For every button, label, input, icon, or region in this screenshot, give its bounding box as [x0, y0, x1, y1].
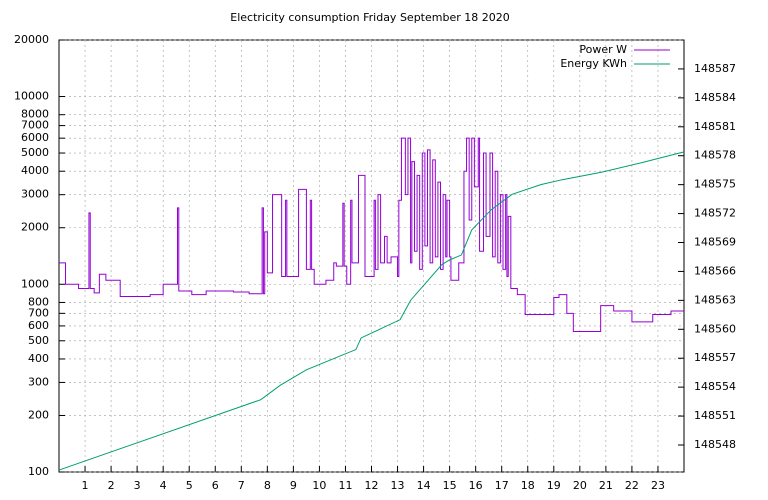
- y-tick-label: 6000: [21, 131, 49, 144]
- y2-tick-label: 148584: [694, 91, 736, 104]
- series-line: [59, 137, 684, 333]
- y2-tick-label: 148548: [694, 438, 736, 451]
- y2-tick-label: 148554: [694, 380, 736, 393]
- series-line: [58, 151, 685, 471]
- y-tick-label: 10000: [14, 90, 49, 103]
- x-tick-label: 6: [212, 479, 219, 492]
- y2-tick-label: 148569: [694, 236, 736, 249]
- x-tick-label: 17: [495, 479, 509, 492]
- y-tick-label: 600: [28, 319, 49, 332]
- y-tick-label: 500: [28, 334, 49, 347]
- x-tick-label: 2: [108, 479, 115, 492]
- y-tick-label: 1000: [21, 277, 49, 290]
- x-tick-label: 16: [469, 479, 483, 492]
- x-tick-label: 15: [443, 479, 457, 492]
- x-tick-label: 20: [573, 479, 587, 492]
- legend-label: Energy KWh: [560, 57, 627, 70]
- x-tick-label: 22: [625, 479, 639, 492]
- y2-tick-label: 148566: [694, 264, 736, 277]
- x-tick-label: 3: [134, 479, 141, 492]
- x-tick-label: 4: [160, 479, 167, 492]
- x-tick-label: 9: [290, 479, 297, 492]
- y2-tick-label: 148572: [694, 207, 736, 220]
- x-tick-label: 19: [547, 479, 561, 492]
- x-tick-label: 12: [365, 479, 379, 492]
- y-tick-label: 700: [28, 306, 49, 319]
- y2-tick-label: 148557: [694, 351, 736, 364]
- y-tick-label: 800: [28, 295, 49, 308]
- x-tick-label: 18: [521, 479, 535, 492]
- y-tick-label: 200: [28, 408, 49, 421]
- x-tick-label: 1: [82, 479, 89, 492]
- y-tick-label: 20000: [14, 33, 49, 46]
- y-tick-label: 3000: [21, 188, 49, 201]
- y2-tick-label: 148560: [694, 322, 736, 335]
- x-tick-label: 23: [651, 479, 665, 492]
- y2-tick-label: 148551: [694, 409, 736, 422]
- chart-title: Electricity consumption Friday September…: [230, 11, 509, 24]
- y2-tick-label: 148587: [694, 62, 736, 75]
- y-tick-label: 300: [28, 375, 49, 388]
- x-tick-label: 11: [338, 479, 352, 492]
- x-tick-label: 10: [312, 479, 326, 492]
- x-tick-label: 21: [599, 479, 613, 492]
- y2-tick-label: 148578: [694, 149, 736, 162]
- y-tick-label: 2000: [21, 221, 49, 234]
- y-tick-label: 100: [28, 465, 49, 478]
- y-tick-label: 400: [28, 352, 49, 365]
- x-tick-label: 13: [391, 479, 405, 492]
- x-tick-label: 5: [186, 479, 193, 492]
- x-tick-label: 14: [417, 479, 431, 492]
- y-tick-label: 8000: [21, 108, 49, 121]
- y-tick-label: 7000: [21, 119, 49, 132]
- y2-tick-label: 148581: [694, 120, 736, 133]
- y2-tick-label: 148575: [694, 178, 736, 191]
- y2-tick-label: 148563: [694, 293, 736, 306]
- y-tick-label: 4000: [21, 164, 49, 177]
- y-tick-label: 5000: [21, 146, 49, 159]
- legend-label: Power W: [579, 43, 627, 56]
- x-tick-label: 7: [238, 479, 245, 492]
- x-tick-label: 8: [264, 479, 271, 492]
